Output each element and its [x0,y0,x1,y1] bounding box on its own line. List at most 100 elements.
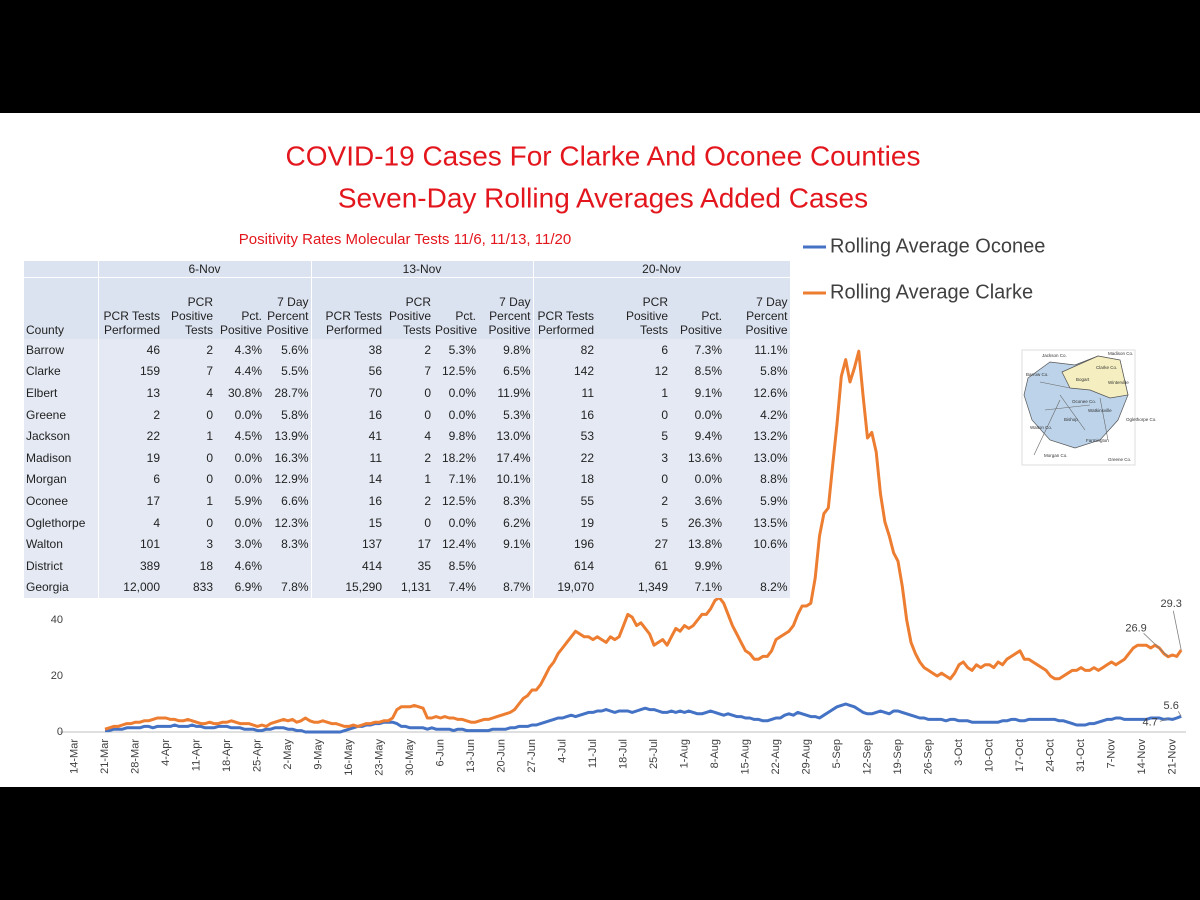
column-header: PCR Positive Tests [596,277,671,339]
table-cell: 1 [424,472,432,487]
row-label: Oconee [24,490,99,512]
table-cell: 7.3% [694,342,723,357]
table-cell: 5.6% [264,339,312,361]
table-row: Oconee 17 1 5.9% 6.6% 16 2 12.5% 8.3% 55 2 3.6% 5.9% [24,490,791,512]
data-label: 4.7 [1142,717,1157,729]
map-label: Bogart [1076,377,1090,382]
group-row: 6-Nov 13-Nov 20-Nov [24,261,791,278]
x-tick-label: 27-Jun [526,739,538,773]
table-cell: 16 [368,493,383,508]
table-cell: 2 [424,342,432,357]
table-cell: 3 [206,537,213,552]
table-row: Elbert 13 4 30.8% 28.7% 70 0 0.0% 11.9% 11 1 9.1% 12… [24,382,791,404]
table-cell: 11.9% [478,382,534,404]
group-header: 13-Nov [311,261,534,278]
table-row: District 389 18 4.6% 414 35 8.5% 614 61 9.9% [24,554,791,577]
table-cell: 0 [206,472,213,487]
table-cell: 41 [368,429,383,444]
column-header: 7 Day Percent Positive [478,277,534,339]
row-label: Madison [24,446,99,469]
table-cell: 17 [417,537,432,552]
table-cell: 8.3% [478,490,534,512]
x-tick-label: 19-Sep [892,739,904,774]
legend-label: Rolling Average Oconee [830,235,1045,257]
table-row: Jackson 22 1 4.5% 13.9% 41 4 9.8% 13.0% 53 5 9.4% 13… [24,425,791,447]
table-cell: 142 [573,364,595,379]
table-cell: 5.3% [448,342,477,357]
x-tick-label: 11-Apr [190,739,202,772]
label-leader [1172,610,1182,651]
x-tick-label: 6-Jun [434,739,446,767]
table-cell: 389 [139,558,160,573]
table-cell: 12.9% [264,468,312,491]
map-label: Clarke Co. [1096,365,1117,370]
table-cell: 0.0% [234,450,262,465]
row-label: Barrow [24,339,99,361]
x-tick-label: 25-Jul [648,739,660,769]
x-tick-label: 24-Oct [1044,739,1056,772]
table-cell: 26.3% [687,515,723,530]
x-tick-label: 4-Apr [160,739,172,766]
table-row: Morgan 6 0 0.0% 12.9% 14 1 7.1% 10.1% 18 0 0.0% 8.8% [24,468,791,491]
table-cell: 13.0% [724,446,791,469]
x-tick-label: 3-Oct [953,739,965,766]
title-line: COVID-19 Cases For Clarke And Oconee Cou… [286,140,921,171]
table-cell: 0 [424,515,432,530]
table-cell: 22 [580,450,595,465]
map-label: Morgan Co. [1044,453,1068,458]
table-cell: 18.2% [441,450,477,465]
column-header: 7 Day Percent Positive [264,277,312,339]
x-tick-label: 8-Aug [709,739,721,768]
x-tick-label: 7-Nov [1105,739,1117,769]
table-cell: 8.3% [264,533,312,555]
table-cell: 3.0% [234,537,262,552]
table-cell: 9.8% [448,429,477,444]
table-cell: 7.8% [264,576,312,599]
table-cell: 1 [206,429,213,444]
table-cell: 30.8% [227,385,262,400]
map-label: Oglethorpe Co. [1126,417,1157,422]
table-cell: 0.0% [448,407,477,422]
table-cell: 0.0% [448,515,477,530]
y-tick-label: 0 [57,726,63,738]
table-cell: 8.5% [694,364,723,379]
table-cell: 53 [580,429,595,444]
table-cell: 13.0% [478,425,534,447]
x-tick-label: 18-Apr [221,739,233,772]
table-cell: 9.1% [478,533,534,555]
x-tick-label: 13-Jun [465,739,477,773]
table-cell: 12.4% [441,537,477,552]
table-cell: 12.6% [724,382,791,404]
table-cell: 55 [580,493,595,508]
table-cell: 11 [581,385,595,400]
x-tick-label: 17-Oct [1014,739,1026,772]
column-header: Pct. Positive [215,277,264,339]
x-tick-label: 25-Apr [251,739,263,772]
table-cell: 0 [661,407,669,422]
column-header: PCR Positive Tests [384,277,434,339]
x-tick-label: 30-May [404,739,416,776]
column-header: Pct. Positive [433,277,479,339]
column-header: PCR Tests Performed [311,277,385,339]
x-tick-label: 22-Aug [770,739,782,774]
row-label: Walton [24,533,99,555]
table-cell: 11.1% [724,339,791,361]
table-cell: 16 [580,407,595,422]
map-label: Walton Co. [1030,425,1052,430]
table-cell: 12,000 [123,580,160,595]
series-line [105,702,1182,734]
column-header: PCR Tests Performed [533,277,597,339]
subtitle: Positivity Rates Molecular Tests 11/6, 1… [239,231,571,248]
table-cell: 8.8% [724,468,791,491]
x-tick-label: 21-Mar [99,739,111,774]
table-cell: 196 [573,537,595,552]
table-cell: 10.1% [478,468,534,491]
table-cell: 12.5% [441,493,477,508]
data-label: 29.3 [1160,598,1181,610]
row-label: Elbert [24,382,99,404]
y-tick-label: 20 [51,670,63,682]
table-cell: 12.3% [264,511,312,534]
table-cell: 6.6% [264,490,312,512]
table-cell: 17.4% [478,446,534,469]
